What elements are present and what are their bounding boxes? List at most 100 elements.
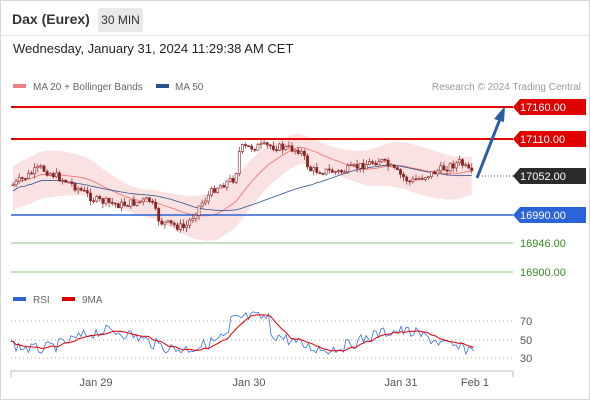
candle-body [194, 214, 198, 219]
candle-body [296, 149, 300, 154]
candle-body [222, 185, 226, 188]
candle-body [182, 223, 185, 228]
candle-body [154, 202, 158, 209]
candle-body [355, 164, 359, 169]
x-label-feb1: Feb 1 [461, 377, 489, 389]
candle-body [451, 163, 455, 169]
candle-body [23, 178, 27, 180]
candle-body [470, 167, 474, 171]
candle-body [318, 172, 322, 174]
candle-body [408, 180, 412, 183]
candle-body [188, 219, 192, 226]
candle-body [337, 170, 340, 172]
candle-body [126, 205, 130, 207]
candle-body [225, 180, 229, 188]
candle-body [185, 224, 189, 228]
candle-body [343, 171, 347, 174]
candle-body [265, 142, 269, 146]
candle-body [203, 200, 207, 204]
candle-body [58, 172, 61, 182]
support-2-value: 16900.00 [520, 267, 566, 279]
timeframe-button[interactable]: 30 MIN [98, 8, 143, 32]
candle-body [113, 202, 117, 205]
candle-body [309, 166, 313, 172]
candle-body [383, 159, 387, 161]
candle-body [467, 164, 471, 169]
candle-body [278, 143, 282, 151]
rsi-50-label: 50 [520, 335, 532, 347]
candle-body [321, 173, 325, 175]
candle-body [216, 187, 220, 193]
candle-body [368, 161, 371, 165]
candle-body [426, 176, 430, 179]
candle-body [135, 201, 139, 206]
candle-body [423, 177, 427, 180]
candle-body [271, 145, 275, 150]
rsi-line [10, 311, 474, 356]
candle-body [231, 178, 235, 183]
candle-body [275, 149, 278, 151]
candle-body [206, 194, 210, 202]
candle-body [219, 185, 223, 189]
candle-body [160, 220, 164, 225]
rsi-legend-swatch [13, 297, 26, 301]
candle-body [86, 190, 89, 194]
candle-body [312, 167, 316, 172]
resistance-2-value: 17160.00 [520, 102, 566, 114]
candle-body [138, 201, 142, 203]
candle-body [442, 165, 446, 171]
candle-body [210, 188, 213, 196]
candle-body [144, 197, 148, 200]
candle-body [11, 184, 15, 187]
candle-body [169, 220, 173, 224]
candle-body [191, 218, 195, 221]
rsi-70-label: 70 [520, 316, 532, 328]
current-price-value: 17052.00 [520, 171, 566, 183]
candle-body [290, 145, 294, 152]
candle-body [244, 144, 247, 146]
candle-body [327, 168, 331, 171]
candle-body [262, 142, 266, 144]
candle-body [228, 178, 232, 182]
candle-body [333, 171, 337, 173]
candle-body [259, 143, 263, 145]
candle-body [430, 171, 433, 177]
candle-body [281, 143, 285, 150]
candle-body [36, 166, 40, 169]
price-tag-current: 17052.00 [513, 168, 586, 184]
ma50-legend-label: MA 50 [175, 82, 204, 93]
candle-body [27, 172, 30, 179]
candle-body [439, 165, 443, 172]
candle-body [101, 198, 105, 204]
price-tag-pivot: 16990.00 [513, 207, 586, 223]
candle-body [302, 150, 306, 157]
candle-body [33, 167, 37, 175]
candle-body [402, 174, 406, 178]
candle-body [95, 196, 99, 202]
title-bar: Dax (Eurex) 30 MIN [1, 1, 589, 36]
candle-body [241, 144, 244, 152]
candle-body [464, 164, 468, 167]
candle-body [433, 171, 437, 175]
candle-body [346, 165, 350, 173]
candle-body [358, 162, 362, 169]
candle-body [417, 178, 421, 180]
candle-body [284, 146, 288, 150]
candle-body [250, 145, 254, 150]
candle-body [315, 167, 319, 173]
candle-body [361, 162, 365, 170]
candle-body [151, 200, 154, 203]
candle-body [70, 181, 74, 184]
candle-body [293, 149, 297, 152]
candle-body [436, 170, 440, 175]
candle-body [200, 202, 204, 207]
candle-body [306, 155, 309, 168]
price-tag-resistance-2: 17160.00 [513, 99, 586, 115]
candle-body [349, 164, 353, 167]
candle-body [30, 172, 34, 175]
candle-body [380, 159, 384, 163]
candle-body [197, 205, 201, 216]
candle-body [51, 173, 55, 178]
candle-body [110, 202, 114, 204]
candle-body [104, 197, 108, 204]
